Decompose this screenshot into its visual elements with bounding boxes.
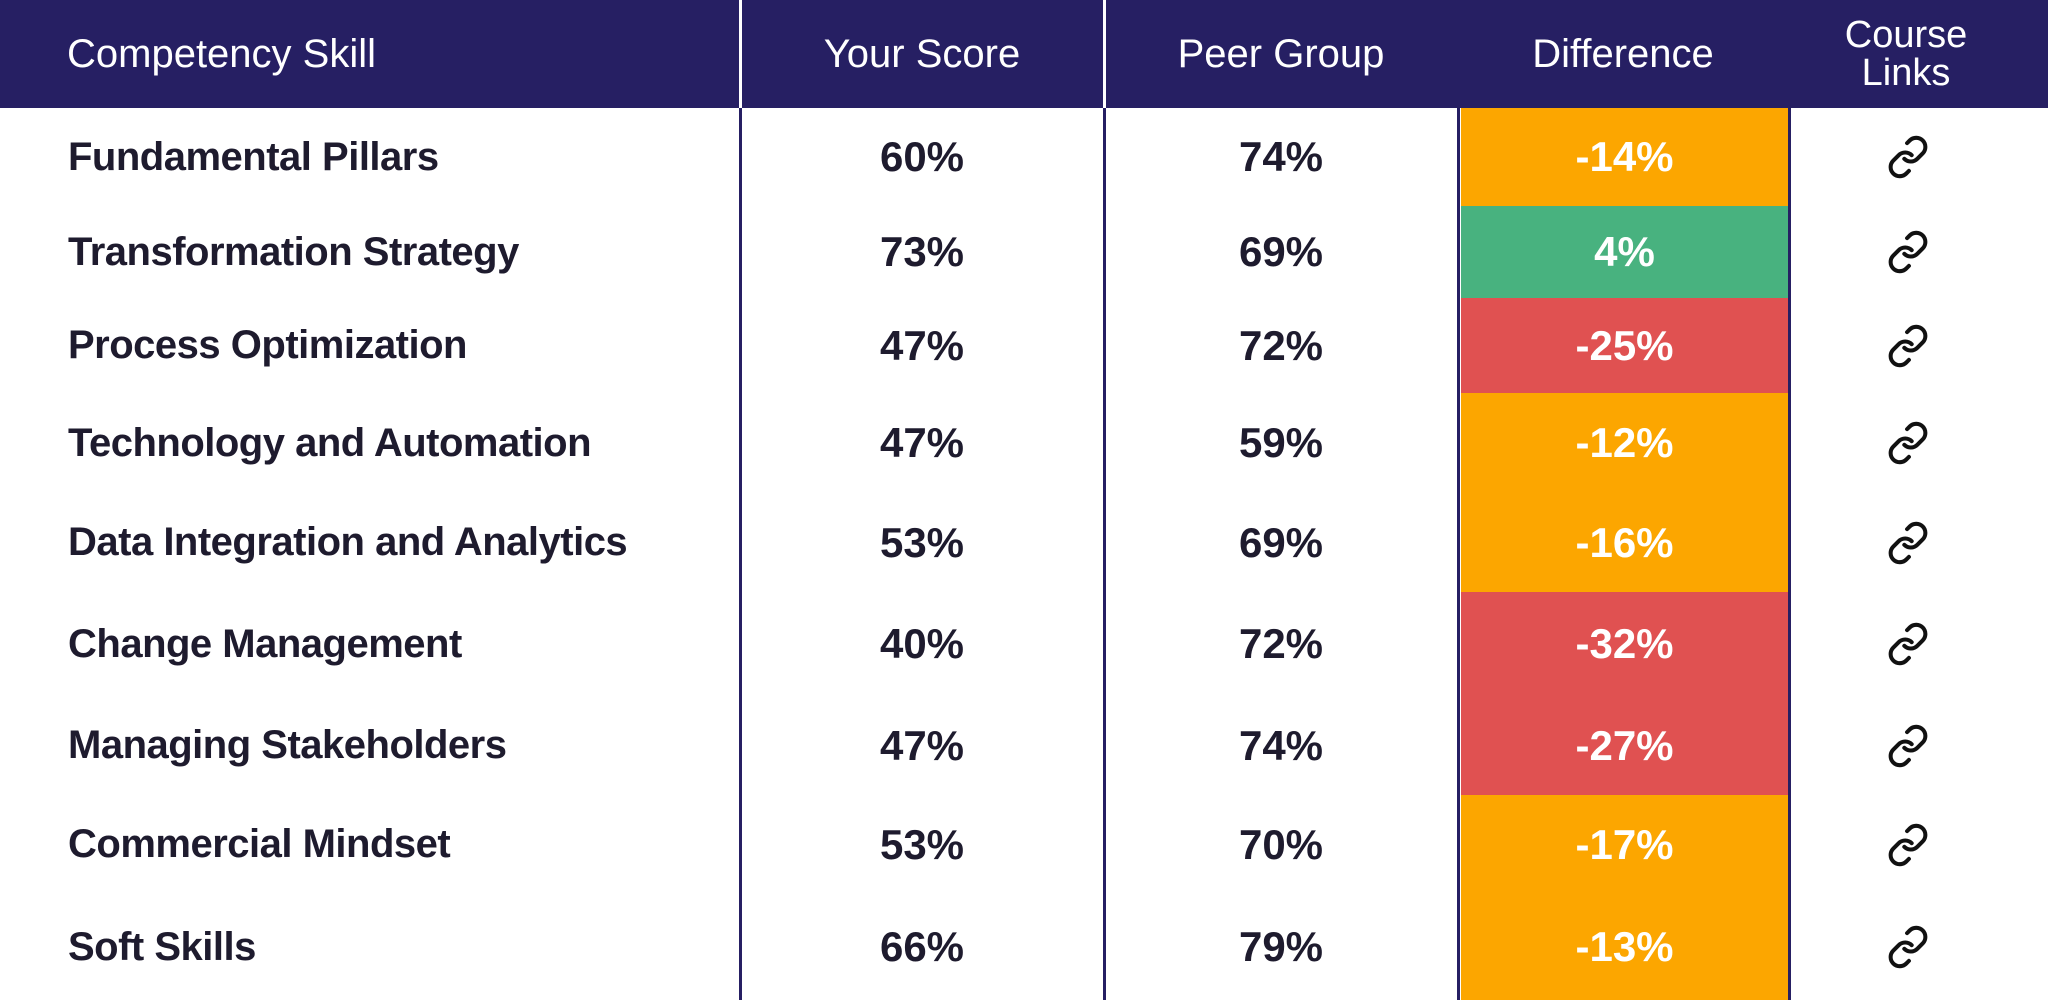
skill-name: Change Management — [68, 621, 462, 666]
peer-group-score: 72% — [1238, 321, 1324, 369]
link-icon — [1886, 724, 1930, 768]
link-icon — [1886, 925, 1930, 969]
table-row: Transformation Strategy 73% 69% 4% — [0, 206, 2048, 298]
course-link[interactable] — [1791, 894, 2024, 1000]
course-link[interactable] — [1791, 696, 2024, 795]
skill-name: Managing Stakeholders — [68, 723, 507, 767]
table-row: Data Integration and Analytics 53% 69% -16% — [0, 493, 2048, 592]
your-score: 47% — [879, 721, 965, 769]
peer-group-score: 79% — [1238, 923, 1324, 970]
link-icon — [1886, 324, 1930, 368]
difference-badge: -13% — [1461, 894, 1788, 1000]
table-row: Commercial Mindset 53% 70% -17% — [0, 795, 2048, 894]
skill-name: Commercial Mindset — [68, 822, 451, 866]
difference-badge: -17% — [1461, 795, 1788, 894]
course-link[interactable] — [1791, 795, 2024, 894]
table-row: Managing Stakeholders 47% 74% -27% — [0, 696, 2048, 795]
difference-badge: -16% — [1461, 493, 1788, 592]
skill-name: Data Integration and Analytics — [68, 520, 628, 564]
your-score: 47% — [879, 419, 965, 466]
link-icon — [1886, 135, 1930, 179]
course-link[interactable] — [1791, 592, 2024, 696]
difference-badge: -12% — [1461, 393, 1788, 493]
course-link[interactable] — [1791, 493, 2024, 592]
course-link[interactable] — [1791, 108, 2024, 206]
table-row: Process Optimization 47% 72% -25% — [0, 298, 2048, 393]
column-divider — [739, 0, 742, 1000]
peer-group-score: 69% — [1238, 518, 1324, 566]
difference-badge: -32% — [1461, 592, 1788, 696]
table-row: Soft Skills 66% 79% -13% — [0, 894, 2048, 1000]
peer-group-score: 70% — [1238, 820, 1324, 868]
column-divider — [1788, 0, 1791, 1000]
course-link[interactable] — [1791, 393, 2024, 493]
header-your-score: Your Score — [823, 32, 1021, 76]
your-score: 53% — [879, 518, 965, 566]
header-course-links-line2: Links — [1861, 52, 1951, 94]
link-icon — [1886, 421, 1930, 465]
header-peer-group: Peer Group — [1177, 32, 1385, 76]
skill-name: Process Optimization — [68, 323, 467, 367]
your-score: 73% — [879, 228, 965, 275]
header-course-links: Course Links — [1788, 0, 2024, 108]
peer-group-score: 74% — [1238, 721, 1324, 769]
your-score: 66% — [879, 923, 965, 970]
skill-name: Soft Skills — [68, 924, 256, 969]
table-row: Technology and Automation 47% 59% -12% — [0, 393, 2048, 493]
table-header: Competency Skill Your Score Peer Group D… — [0, 0, 2048, 108]
peer-group-score: 72% — [1238, 620, 1324, 667]
skill-name: Fundamental Pillars — [68, 134, 439, 179]
link-icon — [1886, 521, 1930, 565]
column-divider — [1103, 0, 1106, 1000]
difference-badge: -27% — [1461, 696, 1788, 795]
your-score: 60% — [879, 133, 965, 180]
header-difference: Difference — [1532, 32, 1714, 76]
difference-badge: 4% — [1461, 206, 1788, 298]
table-row: Change Management 40% 72% -32% — [0, 592, 2048, 696]
link-icon — [1886, 230, 1930, 274]
peer-group-score: 69% — [1238, 228, 1324, 275]
course-link[interactable] — [1791, 298, 2024, 393]
table-row: Fundamental Pillars 60% 74% -14% — [0, 108, 2048, 206]
header-competency-skill: Competency Skill — [67, 32, 377, 76]
your-score: 47% — [879, 321, 965, 369]
peer-group-score: 74% — [1238, 133, 1324, 180]
column-divider — [1457, 0, 1460, 1000]
your-score: 40% — [879, 620, 965, 667]
your-score: 53% — [879, 820, 965, 868]
link-icon — [1886, 622, 1930, 666]
difference-badge: -14% — [1461, 108, 1788, 206]
course-link[interactable] — [1791, 206, 2024, 298]
skill-name: Technology and Automation — [68, 420, 592, 465]
link-icon — [1886, 823, 1930, 867]
peer-group-score: 59% — [1238, 419, 1324, 466]
header-course-links-line1: Course — [1844, 14, 1968, 56]
skill-name: Transformation Strategy — [68, 229, 519, 274]
difference-badge: -25% — [1461, 298, 1788, 393]
